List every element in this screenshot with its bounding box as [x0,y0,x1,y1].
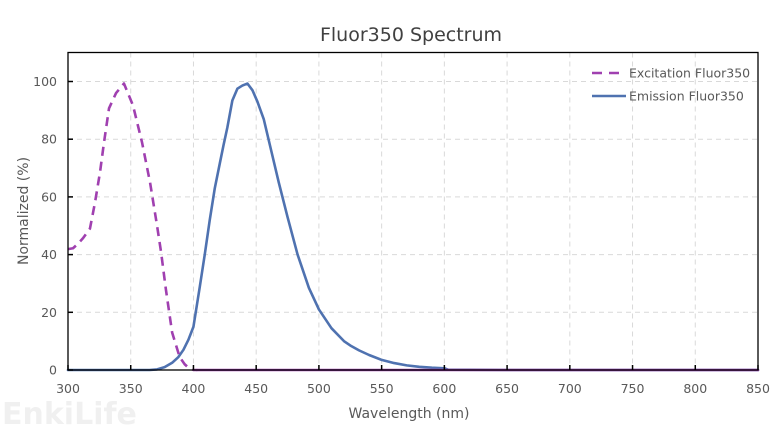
chart-title: Fluor350 Spectrum [320,24,502,46]
x-tick-label: 300 [56,381,80,396]
x-tick-label: 700 [558,381,582,396]
x-tick-label: 600 [432,381,456,396]
legend-label-excitation: Excitation Fluor350 [629,66,750,81]
x-tick-label: 350 [119,381,143,396]
y-tick-label: 40 [41,247,57,262]
y-axis-title: Normalized (%) [16,157,32,265]
x-tick-label: 850 [746,381,770,396]
x-tick-label: 800 [683,381,707,396]
y-axis-tick-labels: 0 20 40 60 80 100 [33,74,57,378]
gridlines [68,52,758,370]
x-axis-tick-labels: 300 350 400 450 500 550 600 650 700 750 800 850 [56,381,770,396]
x-tick-label: 650 [495,381,519,396]
x-tick-label: 450 [244,381,268,396]
x-axis-title: Wavelength (nm) [349,406,470,422]
axis-ticks [67,80,759,371]
y-tick-label: 0 [49,363,57,378]
y-tick-label: 80 [41,132,57,147]
x-tick-label: 750 [621,381,645,396]
watermark: EnkiLife [2,397,137,432]
x-tick-label: 400 [182,381,206,396]
x-tick-label: 500 [307,381,331,396]
y-tick-label: 60 [41,189,57,204]
legend: Excitation Fluor350 Emission Fluor350 [592,66,750,104]
legend-label-emission: Emission Fluor350 [629,89,744,104]
plot-area-frame [67,51,759,371]
emission-line [66,82,760,372]
excitation-line [67,82,198,372]
y-tick-label: 20 [41,305,57,320]
plot-series [66,82,760,372]
x-tick-label: 550 [370,381,394,396]
y-tick-label: 100 [33,74,57,89]
